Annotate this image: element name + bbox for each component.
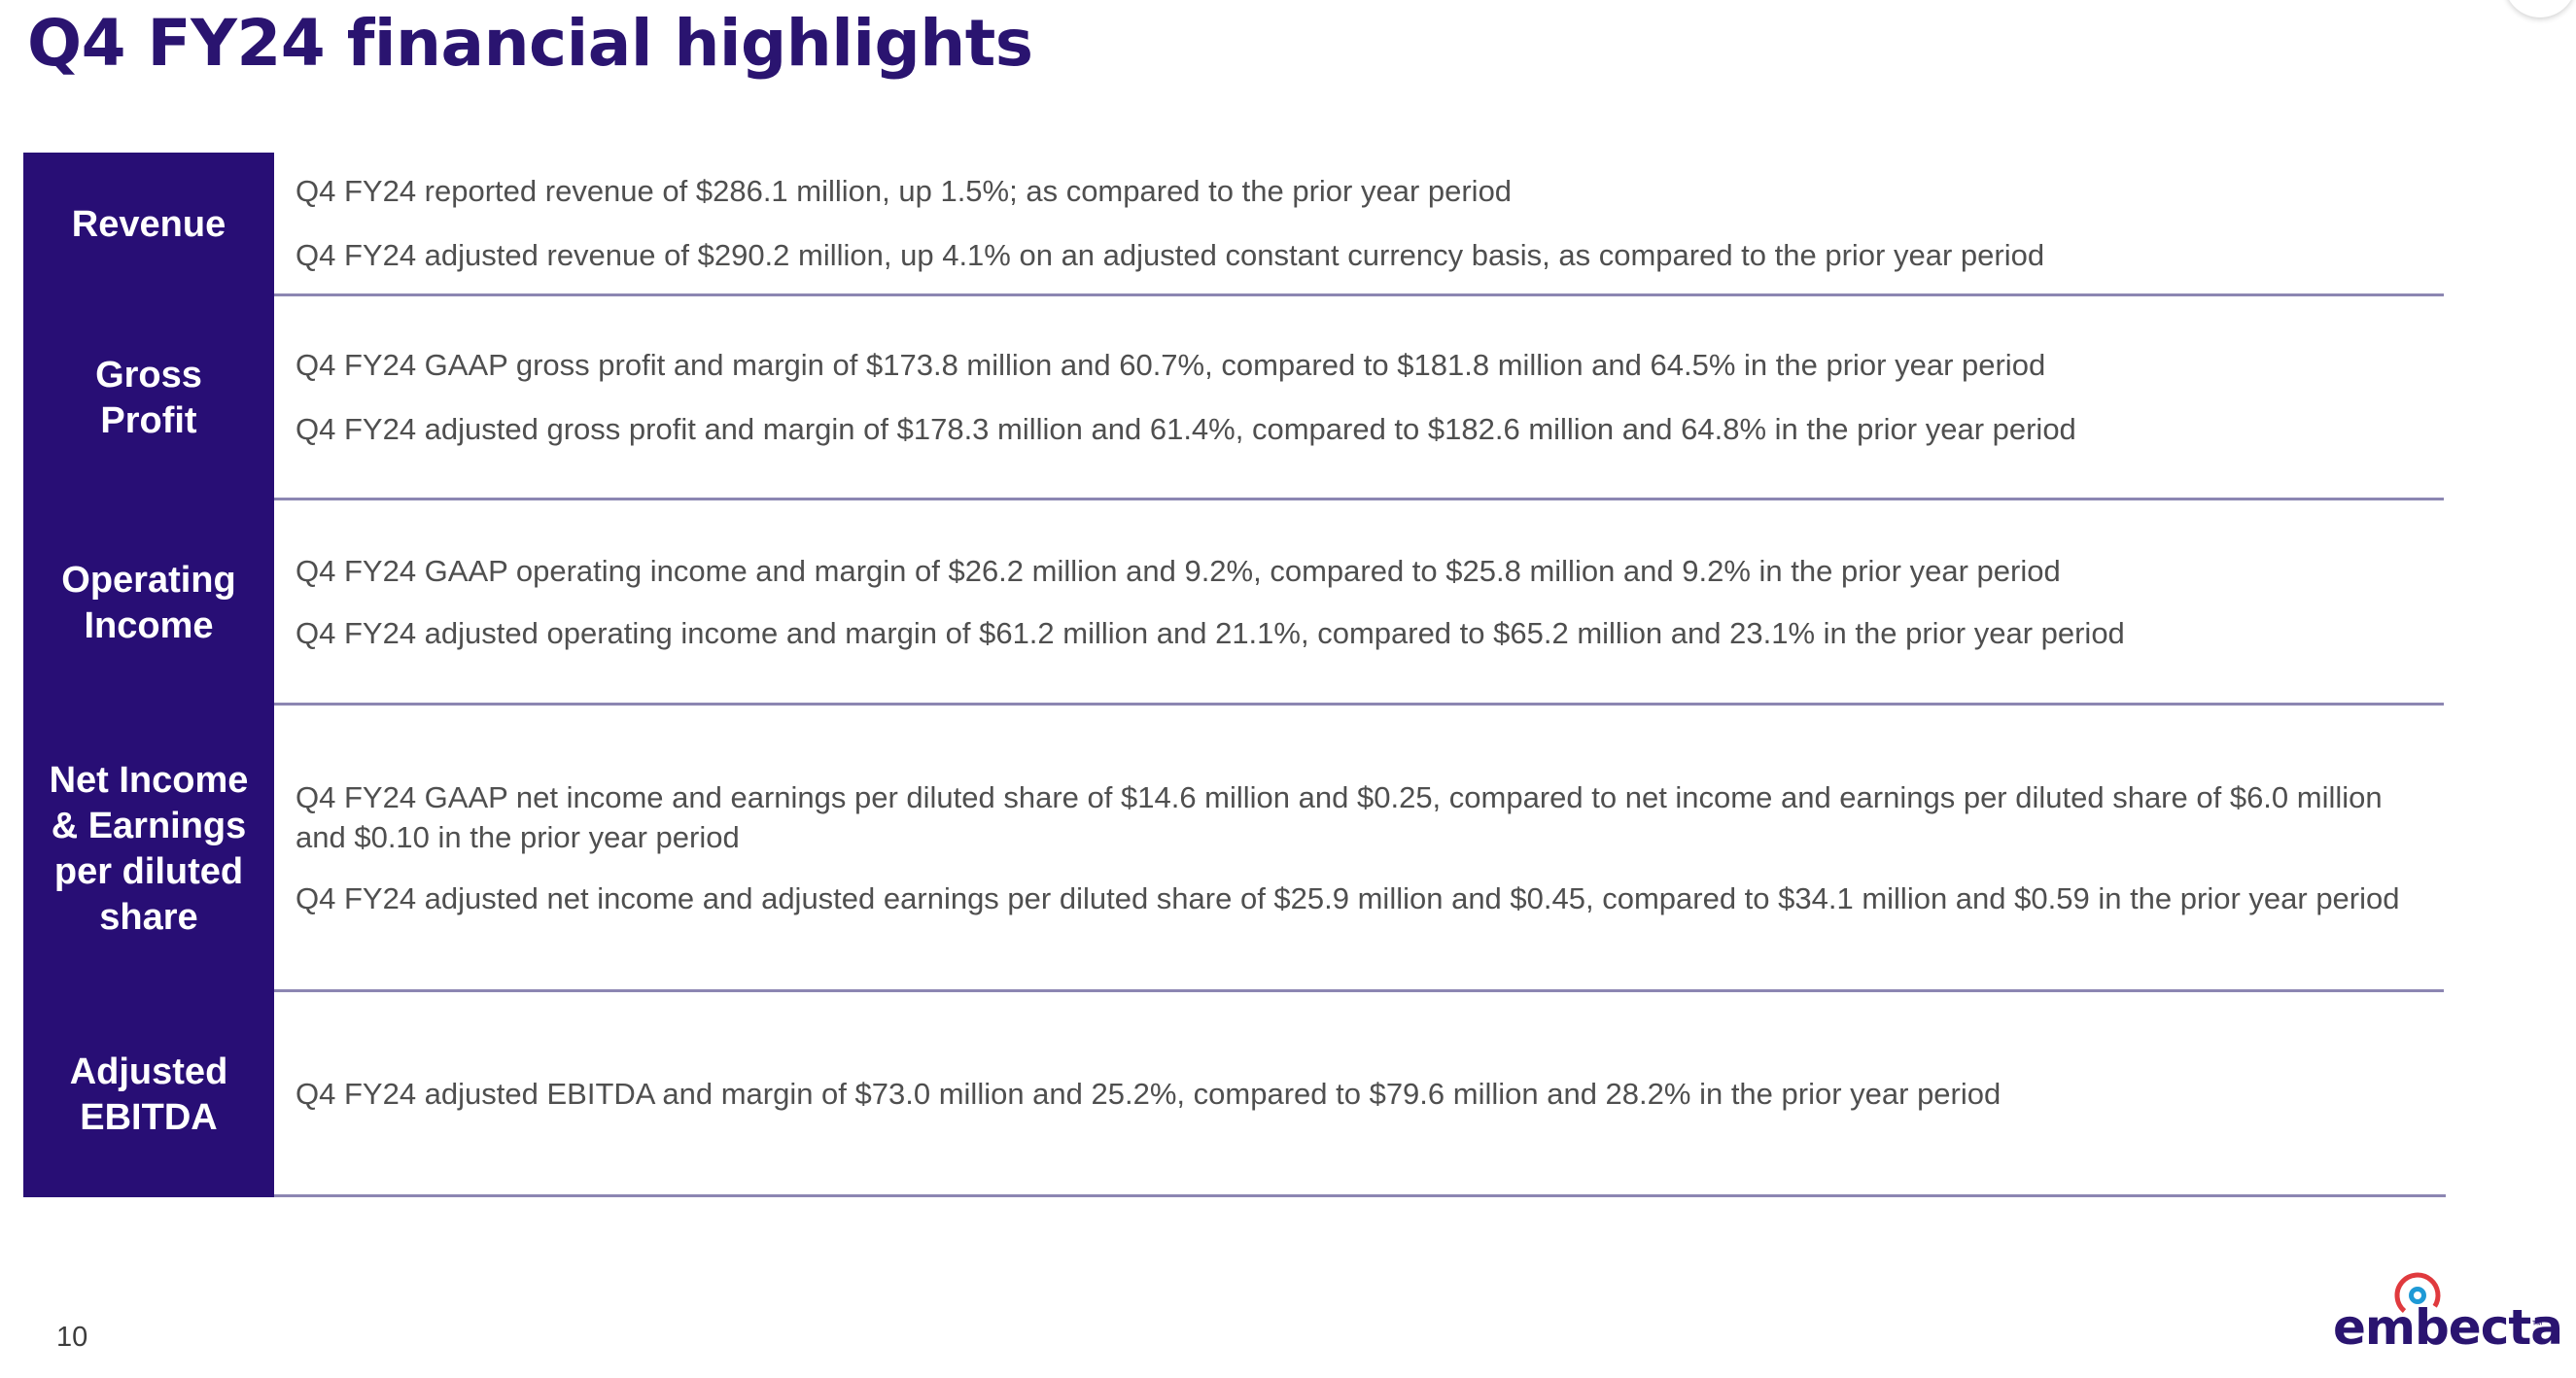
row-label-operating-income: Operating Income xyxy=(23,500,274,706)
highlight-row-gross-profit: Gross Profit Q4 FY24 GAAP gross profit a… xyxy=(23,296,2444,500)
highlight-row-adjusted-ebitda: Adjusted EBITDA Q4 FY24 adjusted EBITDA … xyxy=(23,992,2446,1197)
highlight-text: Q4 FY24 reported revenue of $286.1 milli… xyxy=(296,174,1513,208)
highlight-text: Q4 FY24 adjusted revenue of $290.2 milli… xyxy=(296,238,2045,272)
highlight-text: Q4 FY24 adjusted EBITDA and margin of $7… xyxy=(296,1076,2002,1111)
slide-title: Q4 FY24 financial highlights xyxy=(27,6,1033,81)
row-body-net-income: Q4 FY24 GAAP net income and earnings per… xyxy=(274,706,2444,989)
row-label-line: Profit xyxy=(100,400,197,441)
highlight-row-operating-income: Operating Income Q4 FY24 GAAP operating … xyxy=(23,500,2444,706)
brand-logo: embecta ™ xyxy=(2333,1271,2563,1359)
row-label-line: Operating xyxy=(61,559,236,601)
row-label-line: & Earnings xyxy=(51,805,247,846)
row-label-line: Adjusted xyxy=(69,1051,228,1092)
row-label-line: Net Income xyxy=(49,759,249,801)
trademark-mark: ™ xyxy=(2531,1318,2543,1331)
row-label-line: Income xyxy=(84,604,214,646)
row-body-revenue: Q4 FY24 reported revenue of $286.1 milli… xyxy=(274,153,2444,293)
row-label-adjusted-ebitda: Adjusted EBITDA xyxy=(23,992,274,1197)
highlight-text: Q4 FY24 adjusted operating income and ma… xyxy=(296,615,2125,650)
highlight-text: Q4 FY24 GAAP gross profit and margin of … xyxy=(296,348,2046,382)
row-body-gross-profit: Q4 FY24 GAAP gross profit and margin of … xyxy=(274,296,2444,498)
row-label-line: Revenue xyxy=(71,203,226,245)
highlight-text: Q4 FY24 GAAP net income and earnings per… xyxy=(296,779,2383,854)
row-body-adjusted-ebitda: Q4 FY24 adjusted EBITDA and margin of $7… xyxy=(274,992,2446,1194)
highlight-row-revenue: Revenue Q4 FY24 reported revenue of $286… xyxy=(23,153,2444,296)
row-label-line: share xyxy=(99,896,198,938)
row-body-operating-income: Q4 FY24 GAAP operating income and margin… xyxy=(274,500,2444,703)
embecta-logo-icon xyxy=(2394,1272,2441,1319)
highlight-text: Q4 FY24 adjusted gross profit and margin… xyxy=(296,412,2076,446)
row-label-line: Gross xyxy=(95,355,202,396)
row-label-gross-profit: Gross Profit xyxy=(23,296,274,500)
corner-decoration xyxy=(2504,0,2576,17)
highlight-text: Q4 FY24 adjusted net income and adjusted… xyxy=(296,880,2400,915)
brand-wordmark: embecta xyxy=(2333,1299,2563,1356)
highlight-row-net-income: Net Income & Earnings per diluted share … xyxy=(23,706,2444,992)
highlight-text: Q4 FY24 GAAP operating income and margin… xyxy=(296,553,2061,588)
page-number: 10 xyxy=(56,1322,88,1353)
row-label-net-income: Net Income & Earnings per diluted share xyxy=(23,706,274,992)
row-label-line: EBITDA xyxy=(80,1096,218,1138)
row-label-revenue: Revenue xyxy=(23,153,274,296)
row-label-line: per diluted xyxy=(53,850,244,892)
highlights-table: Revenue Q4 FY24 reported revenue of $286… xyxy=(23,153,2446,1197)
